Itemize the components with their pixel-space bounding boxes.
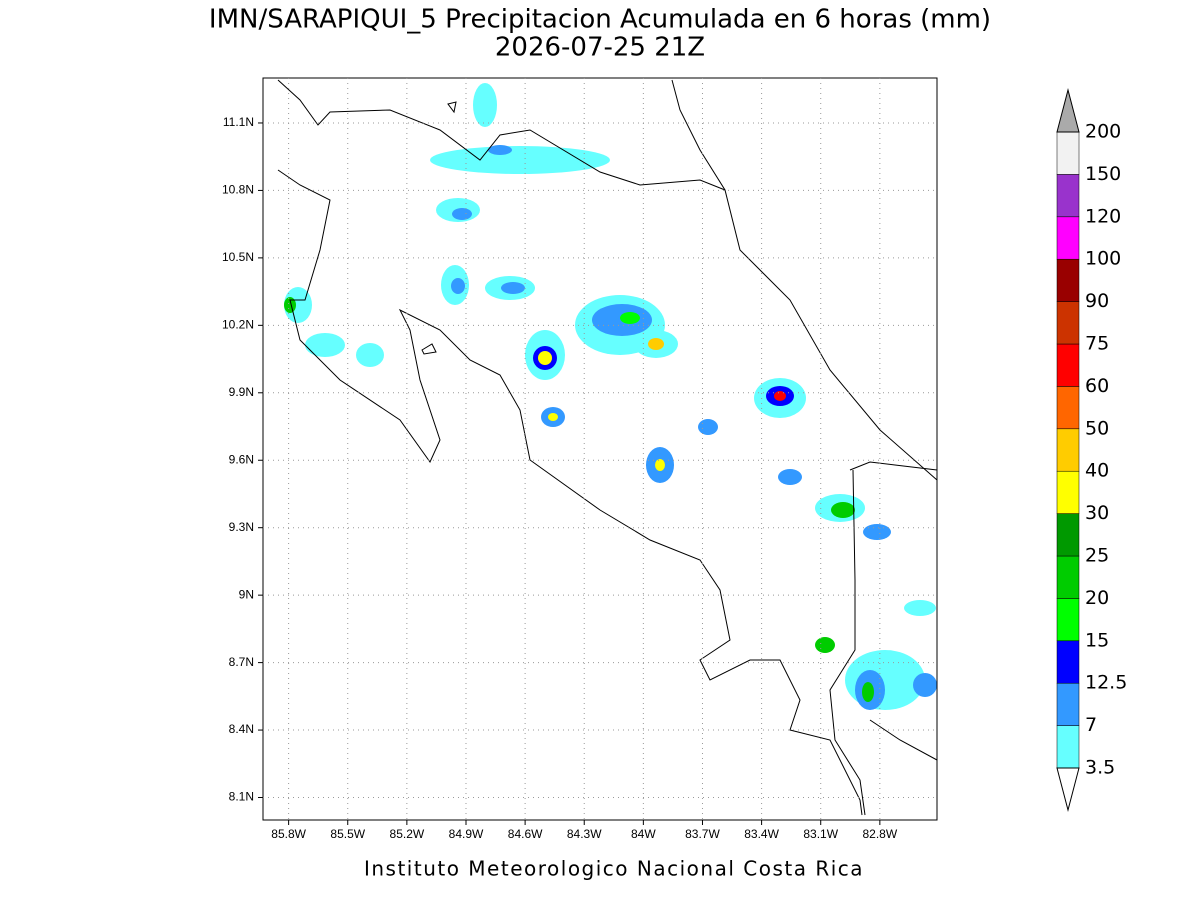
colorbar-swatch	[1056, 598, 1080, 642]
x-tick-label: 84W	[631, 827, 656, 841]
colorbar-swatch	[1056, 386, 1080, 430]
title: IMN/SARAPIQUI_5 Precipitacion Acumulada …	[209, 5, 991, 35]
colorbar-label: 200	[1085, 121, 1121, 143]
y-tick-label: 10.5N	[222, 250, 254, 264]
colorbar-swatch	[1056, 174, 1080, 218]
colorbar-over	[1056, 88, 1080, 133]
colorbar-label: 120	[1085, 205, 1121, 227]
x-tick-label: 84.6W	[508, 827, 543, 841]
colorbar-swatch	[1056, 301, 1080, 345]
colorbar-under	[1056, 767, 1080, 812]
map-frame	[262, 77, 938, 821]
x-tick-label: 83.1W	[803, 827, 838, 841]
x-tick-label: 84.3W	[567, 827, 602, 841]
colorbar-swatch	[1056, 513, 1080, 557]
colorbar-label: 60	[1085, 375, 1109, 397]
x-tick-label: 84.9W	[449, 827, 484, 841]
x-tick-label: 82.8W	[863, 827, 898, 841]
colorbar-label: 12.5	[1085, 672, 1127, 694]
colorbar-label: 75	[1085, 333, 1109, 355]
colorbar-label: 3.5	[1085, 757, 1115, 779]
colorbar-swatch	[1056, 640, 1080, 684]
footer: Instituto Meteorologico Nacional Costa R…	[364, 857, 864, 881]
colorbar-swatch	[1056, 258, 1080, 302]
precipitation-field	[284, 83, 937, 710]
colorbar-label: 150	[1085, 163, 1121, 185]
y-tick-label: 9N	[239, 587, 254, 601]
subtitle: 2026-07-25 21Z	[495, 33, 705, 63]
colorbar-label: 7	[1085, 714, 1097, 736]
colorbar-label: 50	[1085, 417, 1109, 439]
y-tick-label: 9.3N	[229, 520, 254, 534]
y-tick-label: 10.8N	[222, 183, 254, 197]
x-tick-label: 83.4W	[744, 827, 779, 841]
colorbar-swatch	[1056, 555, 1080, 599]
colorbar-label: 20	[1085, 587, 1109, 609]
x-tick-label: 85.2W	[390, 827, 425, 841]
colorbar-label: 40	[1085, 460, 1109, 482]
y-tick-label: 9.9N	[229, 385, 254, 399]
y-tick-label: 9.6N	[229, 452, 254, 466]
y-tick-label: 8.7N	[229, 655, 254, 669]
x-tick-label: 85.5W	[330, 827, 365, 841]
colorbar-label: 100	[1085, 248, 1121, 270]
colorbar-label: 90	[1085, 290, 1109, 312]
colorbar-swatch	[1056, 216, 1080, 260]
y-tick-label: 11.1N	[223, 115, 254, 129]
colorbar-label: 30	[1085, 502, 1109, 524]
colorbar-swatch	[1056, 131, 1080, 175]
x-tick-label: 83.7W	[685, 827, 720, 841]
colorbar-swatch	[1056, 470, 1080, 514]
x-tick-label: 85.8W	[271, 827, 306, 841]
y-tick-label: 10.2N	[222, 318, 254, 332]
colorbar-swatch	[1056, 428, 1080, 472]
coastlines	[277, 79, 938, 816]
colorbar-swatch	[1056, 725, 1080, 769]
y-tick-label: 8.4N	[229, 722, 254, 736]
colorbar-label: 15	[1085, 629, 1109, 651]
colorbar-label: 25	[1085, 545, 1109, 567]
colorbar-swatch	[1056, 343, 1080, 387]
y-tick-label: 8.1N	[229, 790, 254, 804]
colorbar-swatch	[1056, 682, 1080, 726]
